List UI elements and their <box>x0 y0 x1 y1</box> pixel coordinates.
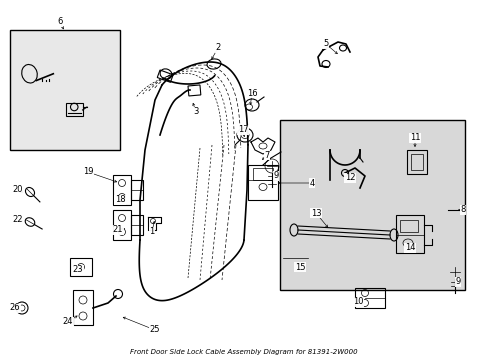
Text: 3: 3 <box>193 108 198 117</box>
Text: 16: 16 <box>246 89 257 98</box>
Text: 25: 25 <box>149 325 160 334</box>
Text: 11: 11 <box>409 134 419 143</box>
Bar <box>354 288 384 308</box>
Text: 15: 15 <box>294 262 305 271</box>
Text: 8: 8 <box>459 206 465 215</box>
Bar <box>280 120 464 290</box>
Bar <box>283 250 307 266</box>
Text: Front Door Side Lock Cable Assembly Diagram for 81391-2W000: Front Door Side Lock Cable Assembly Diag… <box>130 349 357 355</box>
Text: 10: 10 <box>352 297 363 306</box>
Text: 21: 21 <box>113 225 123 234</box>
Text: 24: 24 <box>62 318 73 327</box>
Bar <box>247 165 278 200</box>
Text: 14: 14 <box>404 243 414 252</box>
Text: 22: 22 <box>13 216 23 225</box>
Bar <box>410 154 422 170</box>
Text: 23: 23 <box>73 266 83 274</box>
Bar <box>10 30 120 150</box>
Bar <box>131 180 142 200</box>
Bar <box>399 220 417 232</box>
Text: 17: 17 <box>237 126 248 135</box>
Bar <box>73 290 93 325</box>
Text: 12: 12 <box>344 174 354 183</box>
Bar <box>66 103 82 116</box>
Text: 18: 18 <box>115 195 125 204</box>
Text: 9: 9 <box>273 171 278 180</box>
Bar <box>187 85 201 96</box>
Text: 2: 2 <box>215 44 220 53</box>
Bar <box>406 150 426 174</box>
Text: 5: 5 <box>323 40 328 49</box>
Bar <box>113 175 131 205</box>
Text: 9: 9 <box>454 278 460 287</box>
Text: 6: 6 <box>57 18 62 27</box>
Bar <box>70 258 92 276</box>
Bar <box>113 210 131 240</box>
Bar <box>157 70 173 82</box>
Bar <box>131 215 142 235</box>
Bar <box>395 215 423 253</box>
Text: 26: 26 <box>10 303 20 312</box>
Bar <box>252 168 272 180</box>
Text: 1: 1 <box>149 228 154 237</box>
Text: 4: 4 <box>309 179 314 188</box>
Text: 13: 13 <box>310 208 321 217</box>
Text: 20: 20 <box>13 185 23 194</box>
Text: 7: 7 <box>264 150 269 159</box>
Text: 19: 19 <box>82 167 93 176</box>
